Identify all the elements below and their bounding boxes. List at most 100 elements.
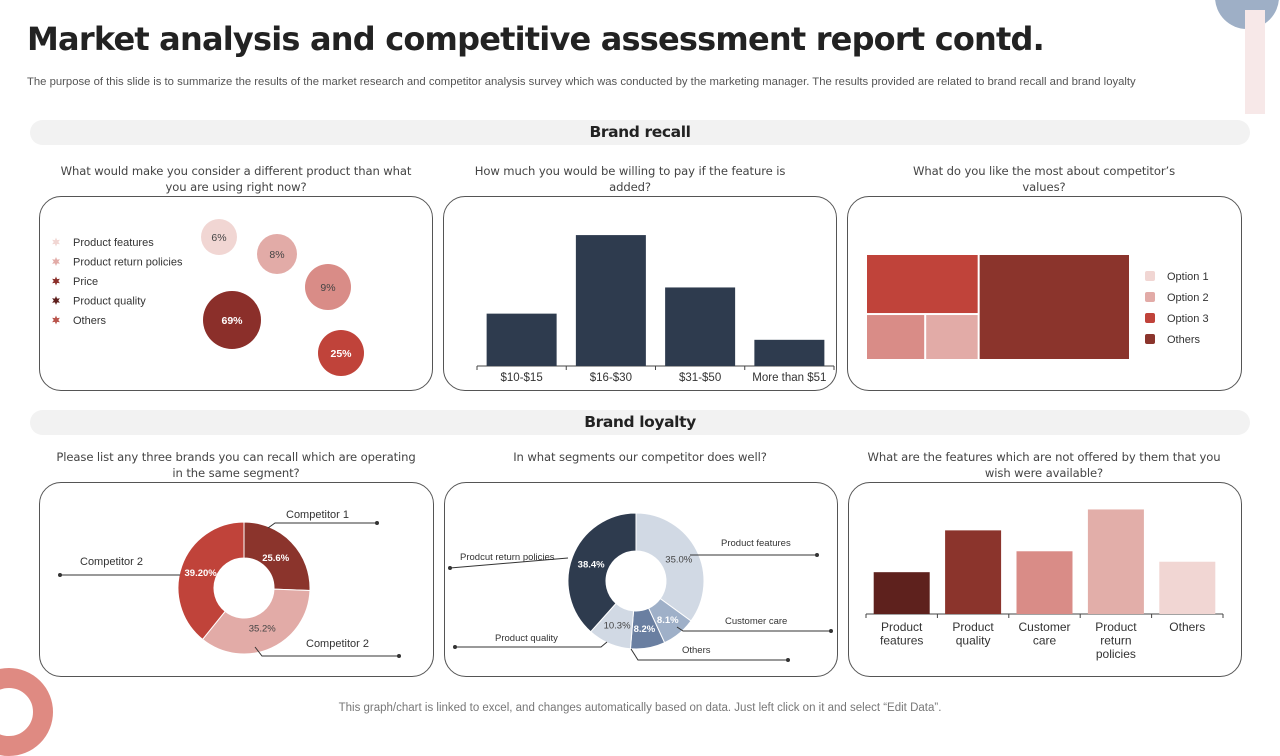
- treemap-cell: [979, 255, 1129, 359]
- bubble-label: 25%: [330, 348, 352, 360]
- chart-card-bubble[interactable]: Product features Product return policies P…: [39, 196, 433, 391]
- x-tick-label-line: policies: [1096, 647, 1136, 661]
- legend-swatch: [1145, 334, 1155, 344]
- x-tick-label-line: return: [1100, 634, 1131, 648]
- bar-chart-willing-to-pay[interactable]: $10-$15 $16-$30 $31-$50 More than $51: [444, 197, 838, 392]
- question-2: How much you would be willing to pay if …: [474, 164, 786, 194]
- bubble: [201, 219, 237, 255]
- bar: [486, 313, 557, 366]
- callout-label: Product features: [721, 538, 791, 549]
- legend-label: Product return policies: [73, 257, 183, 269]
- legend-swatch: [1145, 271, 1155, 281]
- bubble-label: 6%: [211, 232, 226, 244]
- slice-label: 8.2%: [634, 624, 656, 635]
- callout-line: [449, 557, 569, 569]
- bar: [873, 572, 930, 614]
- section-header-brand-recall: Brand recall: [30, 120, 1250, 145]
- callout-line: [254, 646, 399, 657]
- callout-dot: [448, 566, 452, 570]
- callout-label: Others: [682, 645, 711, 656]
- bar: [1087, 509, 1144, 614]
- x-tick-label-line: Product: [1095, 620, 1137, 634]
- x-tick-label-line: Customer: [1018, 620, 1070, 634]
- callout-line: [676, 626, 831, 632]
- bar: [1159, 561, 1216, 614]
- chart-card-pay-bar[interactable]: $10-$15 $16-$30 $31-$50 More than $51: [443, 196, 837, 391]
- legend-label: Others: [73, 315, 107, 327]
- chart-card-donut-brands[interactable]: 25.6% 35.2% 39.20% Competitor 1 Competitor 2…: [39, 482, 434, 677]
- bubble: [318, 330, 364, 376]
- slice-label: 39.20%: [185, 568, 218, 579]
- slice-label: 10.3%: [604, 621, 631, 632]
- bar: [754, 339, 825, 366]
- treemap-cell: [926, 315, 978, 359]
- legend-label: Option 1: [1167, 271, 1209, 283]
- x-tick-label: $31-$50: [679, 372, 721, 384]
- bubble: [203, 291, 261, 349]
- footer-note: This graph/chart is linked to excel, and…: [338, 702, 942, 714]
- question-5: In what segments our competitor does wel…: [513, 450, 767, 464]
- legend-label: Option 2: [1167, 292, 1209, 304]
- legend-swatch: [1145, 292, 1155, 302]
- x-tick-label: More than $51: [752, 372, 826, 384]
- x-tick-label: Product return policies: [1095, 620, 1137, 661]
- legend-label: Product features: [73, 237, 154, 249]
- bubble-chart[interactable]: Product features Product return policies P…: [40, 197, 434, 392]
- callout-line: [267, 522, 377, 529]
- bar-chart-features[interactable]: Product features Product quality Customer car…: [849, 483, 1243, 678]
- callout-label: Product quality: [495, 633, 558, 644]
- donut-chart-brands[interactable]: 25.6% 35.2% 39.20% Competitor 1 Competitor 2…: [40, 483, 435, 678]
- callout-dot: [375, 521, 379, 525]
- callout-line: [455, 641, 608, 648]
- callout-dot: [786, 658, 790, 662]
- callout-dot: [58, 573, 62, 577]
- x-tick-label: Customer care: [1018, 620, 1070, 648]
- section-header-brand-loyalty: Brand loyalty: [30, 410, 1250, 435]
- treemap-cell: [867, 315, 925, 359]
- x-tick-label-line: quality: [956, 634, 991, 648]
- question-3: What do you like the most about competit…: [912, 164, 1176, 194]
- callout-label: Competitor 1: [286, 509, 349, 521]
- treemap-chart[interactable]: Option 1 Option 2 Option 3 Others: [848, 197, 1243, 392]
- donut-chart-segments[interactable]: 35.0% 8.1%8.2%10.3% 38.4% Product features C…: [445, 483, 839, 678]
- x-tick-label: Product features: [880, 620, 923, 648]
- x-tick-label: Others: [1169, 620, 1205, 634]
- chart-card-features-bar[interactable]: Product features Product quality Customer car…: [848, 482, 1242, 677]
- legend-star-icon: [52, 315, 60, 325]
- callout-dot: [397, 654, 401, 658]
- question-4: Please list any three brands you can rec…: [56, 450, 416, 480]
- page-subtitle: The purpose of this slide is to summariz…: [27, 76, 1136, 88]
- question-1: What would make you consider a different…: [60, 164, 412, 194]
- treemap-cell: [867, 255, 978, 314]
- callout-dot: [829, 629, 833, 633]
- slice-label: 35.2%: [249, 624, 276, 635]
- callout-label: Competitor 2: [80, 556, 143, 568]
- page-title: Market analysis and competitive assessme…: [27, 20, 1045, 58]
- callout-line: [630, 648, 788, 661]
- bar: [1016, 551, 1073, 614]
- slice-label: 35.0%: [665, 555, 692, 566]
- x-tick-label-line: features: [880, 634, 923, 648]
- legend-star-icon: [52, 257, 60, 266]
- bar: [665, 287, 736, 366]
- bubble-label: 9%: [320, 282, 335, 294]
- donut-slice: [177, 521, 245, 641]
- callout-label: Prodcut return policies: [460, 552, 555, 563]
- legend-label: Product quality: [73, 296, 146, 308]
- callout-label: Competitor 2: [306, 638, 369, 650]
- slice-label: 25.6%: [262, 553, 289, 564]
- legend-label: Others: [1167, 334, 1201, 346]
- chart-card-donut-segments[interactable]: 35.0% 8.1% 8.2% 10.3% 38.4% Product features C…: [444, 482, 838, 677]
- bubble-label: 8%: [269, 249, 284, 261]
- bubble-label: 69%: [221, 315, 243, 327]
- question-6: What are the features which are not offe…: [867, 450, 1221, 480]
- callout-dot: [453, 645, 457, 649]
- bar: [575, 235, 646, 366]
- chart-card-treemap[interactable]: Option 1 Option 2 Option 3 Others: [847, 196, 1242, 391]
- bar: [945, 530, 1002, 614]
- bubble: [305, 264, 351, 310]
- donut-hole: [606, 551, 666, 611]
- callout-label: Customer care: [725, 616, 787, 627]
- legend-star-icon: [52, 276, 60, 286]
- bubble: [257, 234, 297, 274]
